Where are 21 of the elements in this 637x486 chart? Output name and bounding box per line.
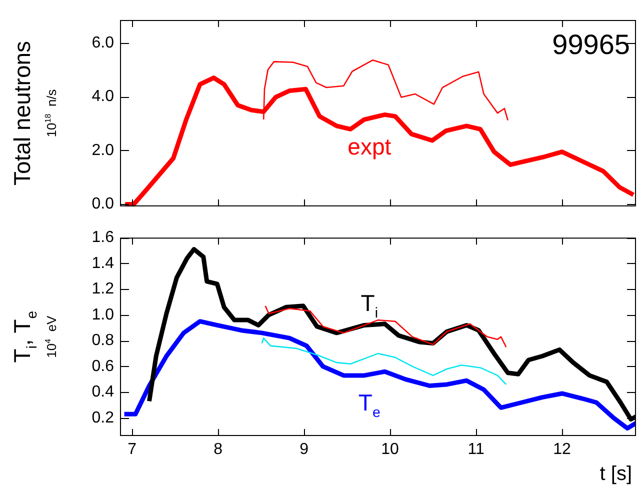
x-tick-label: 9: [300, 441, 309, 458]
y-tick-label: 1.6: [92, 229, 114, 246]
y-tick-label: 6.0: [92, 34, 114, 52]
annotation: 99965: [552, 29, 630, 60]
x-tick-label: 7: [128, 441, 137, 458]
y-tick-label: 2.0: [92, 142, 114, 159]
y-tick-label: 1.4: [92, 254, 114, 272]
x-axis-title: t [s]: [600, 463, 632, 485]
y-tick-label: 1.0: [92, 306, 114, 324]
y-tick-label: 0.0: [92, 196, 114, 213]
x-tick-label: 11: [468, 441, 484, 458]
x-tick-label: 12: [553, 441, 572, 458]
x-tick-label: 10: [381, 441, 400, 458]
y-tick-label: 0.6: [92, 358, 114, 375]
series-label: expt: [348, 133, 392, 160]
y-tick-label: 1.2: [92, 280, 114, 298]
y-tick-label: 0.4: [92, 384, 114, 401]
x-tick-label: 8: [214, 441, 223, 458]
y-tick-label: 0.8: [92, 332, 114, 350]
y-tick-label: 0.2: [92, 409, 114, 426]
y-tick-label: 4.0: [92, 88, 114, 106]
